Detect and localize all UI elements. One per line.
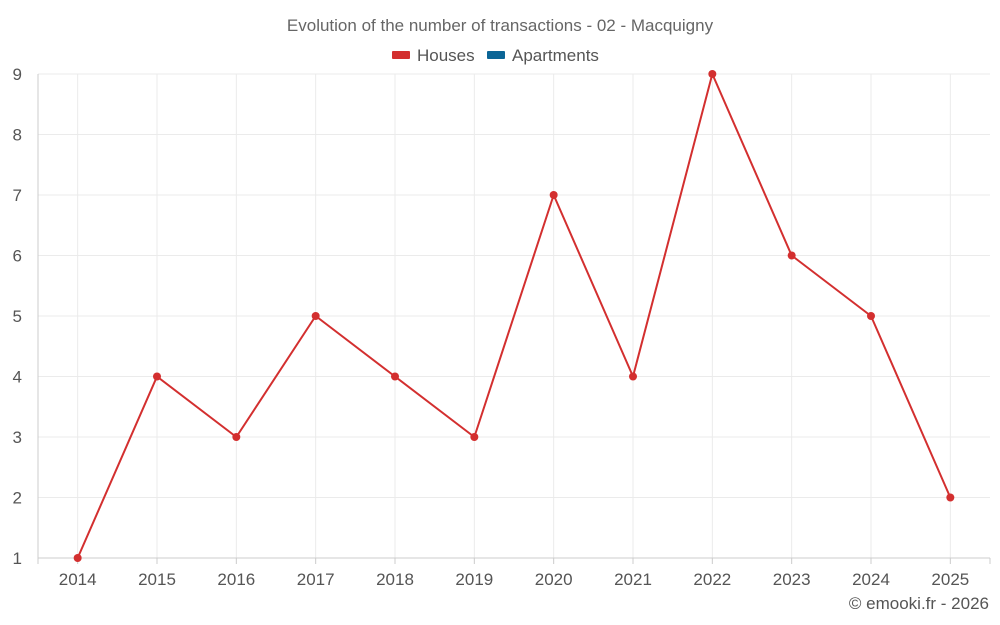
data-point-houses[interactable]	[153, 372, 161, 381]
y-axis-ticks: 1 2 3 4 5 6 7 8 9	[13, 65, 22, 568]
x-tick-label: 2014	[59, 570, 97, 589]
x-tick-label: 2020	[535, 570, 573, 589]
data-point-houses[interactable]	[311, 312, 320, 320]
data-point-houses[interactable]	[629, 372, 637, 381]
y-tick-label: 5	[13, 307, 22, 326]
data-point-houses[interactable]	[549, 191, 558, 199]
legend-swatch-apartments	[487, 51, 505, 59]
y-tick-label: 1	[13, 549, 22, 568]
x-tick-label: 2025	[931, 570, 969, 589]
chart-title: Evolution of the number of transactions …	[287, 16, 714, 35]
data-point-houses[interactable]	[946, 493, 955, 502]
x-tick-label: 2024	[852, 570, 890, 589]
x-tick-label: 2017	[297, 570, 335, 589]
legend-item-apartments[interactable]: Apartments	[487, 46, 599, 65]
x-tick-label: 2022	[693, 570, 731, 589]
series-group	[73, 70, 955, 562]
x-tick-label: 2018	[376, 570, 414, 589]
credit-text: © emooki.fr - 2026	[849, 594, 989, 613]
y-tick-label: 8	[13, 126, 22, 145]
y-tick-label: 3	[13, 428, 22, 447]
data-point-houses[interactable]	[867, 312, 875, 320]
legend-swatch-houses	[392, 51, 410, 59]
axes	[37, 74, 991, 564]
data-point-houses[interactable]	[73, 554, 82, 562]
y-tick-label: 9	[13, 65, 22, 84]
y-tick-label: 2	[13, 489, 22, 508]
x-axis-ticks: 2014 2015 2016 2017 2018 2019 2020 2021 2022 2023…	[59, 570, 969, 589]
data-point-houses[interactable]	[708, 70, 717, 78]
x-tick-label: 2023	[773, 570, 811, 589]
x-tick-label: 2019	[455, 570, 493, 589]
y-tick-label: 7	[13, 186, 22, 205]
series-line-houses	[76, 73, 952, 559]
data-point-houses[interactable]	[232, 433, 241, 441]
legend-label-houses: Houses	[417, 46, 475, 65]
legend-label-apartments: Apartments	[512, 46, 599, 65]
y-tick-label: 4	[13, 368, 22, 387]
x-tick-label: 2021	[614, 570, 652, 589]
legend: Houses Apartments	[392, 46, 599, 65]
legend-item-houses[interactable]: Houses	[392, 46, 475, 65]
y-tick-label: 6	[13, 247, 22, 266]
x-tick-label: 2016	[217, 570, 255, 589]
data-point-houses[interactable]	[391, 372, 399, 381]
x-tick-label: 2015	[138, 570, 176, 589]
data-point-houses[interactable]	[787, 251, 796, 260]
grid	[38, 73, 990, 558]
data-point-houses[interactable]	[470, 433, 479, 441]
